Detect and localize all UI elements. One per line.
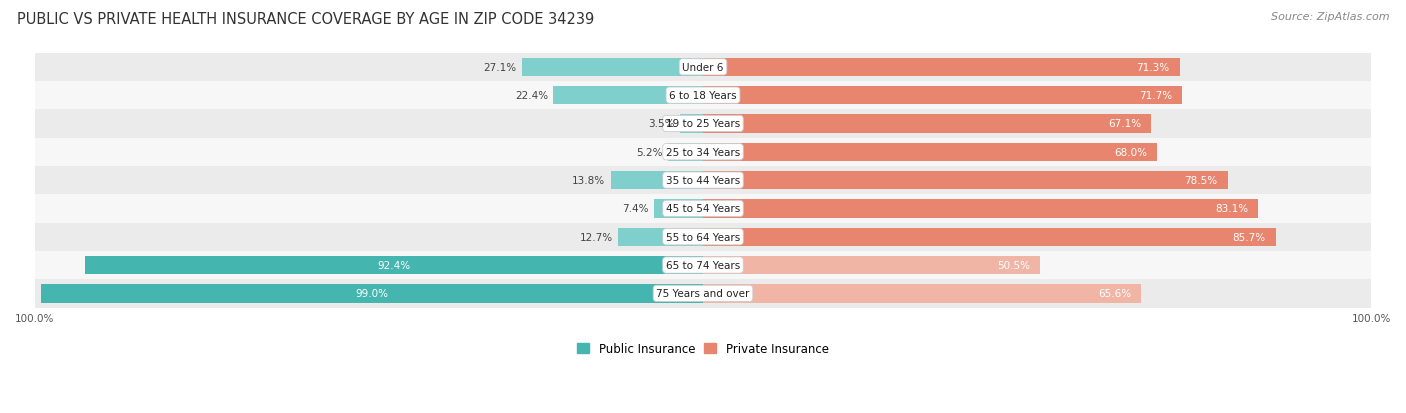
- Text: 35 to 44 Years: 35 to 44 Years: [666, 176, 740, 186]
- Bar: [703, 59, 1180, 77]
- Text: 78.5%: 78.5%: [1184, 176, 1218, 186]
- Bar: [554, 87, 703, 105]
- Text: 13.8%: 13.8%: [572, 176, 606, 186]
- Text: 27.1%: 27.1%: [484, 63, 516, 73]
- Bar: [35, 138, 1371, 166]
- Bar: [35, 195, 1371, 223]
- Text: 5.2%: 5.2%: [637, 147, 662, 157]
- Text: 83.1%: 83.1%: [1215, 204, 1249, 214]
- Text: 99.0%: 99.0%: [356, 289, 388, 299]
- Bar: [703, 228, 1275, 246]
- Bar: [679, 115, 703, 133]
- Bar: [703, 143, 1157, 161]
- Bar: [41, 285, 703, 303]
- Bar: [703, 285, 1142, 303]
- Text: 12.7%: 12.7%: [579, 232, 613, 242]
- Text: 6 to 18 Years: 6 to 18 Years: [669, 91, 737, 101]
- Text: 71.3%: 71.3%: [1136, 63, 1170, 73]
- Bar: [619, 228, 703, 246]
- Bar: [668, 143, 703, 161]
- Bar: [703, 171, 1227, 190]
- Bar: [522, 59, 703, 77]
- Text: 65 to 74 Years: 65 to 74 Years: [666, 261, 740, 271]
- Text: 71.7%: 71.7%: [1139, 91, 1173, 101]
- Text: 7.4%: 7.4%: [621, 204, 648, 214]
- Text: 3.5%: 3.5%: [648, 119, 675, 129]
- Text: 65.6%: 65.6%: [1098, 289, 1132, 299]
- Text: 67.1%: 67.1%: [1108, 119, 1142, 129]
- Bar: [35, 82, 1371, 110]
- Text: 75 Years and over: 75 Years and over: [657, 289, 749, 299]
- Bar: [35, 280, 1371, 308]
- Text: 45 to 54 Years: 45 to 54 Years: [666, 204, 740, 214]
- Bar: [703, 87, 1182, 105]
- Legend: Public Insurance, Private Insurance: Public Insurance, Private Insurance: [572, 337, 834, 360]
- Bar: [35, 110, 1371, 138]
- Text: 25 to 34 Years: 25 to 34 Years: [666, 147, 740, 157]
- Bar: [35, 54, 1371, 82]
- Bar: [35, 166, 1371, 195]
- Text: 68.0%: 68.0%: [1115, 147, 1147, 157]
- Bar: [703, 256, 1040, 275]
- Text: 22.4%: 22.4%: [515, 91, 548, 101]
- Bar: [703, 115, 1152, 133]
- Text: 85.7%: 85.7%: [1233, 232, 1265, 242]
- Text: PUBLIC VS PRIVATE HEALTH INSURANCE COVERAGE BY AGE IN ZIP CODE 34239: PUBLIC VS PRIVATE HEALTH INSURANCE COVER…: [17, 12, 595, 27]
- Bar: [703, 200, 1258, 218]
- Text: 19 to 25 Years: 19 to 25 Years: [666, 119, 740, 129]
- Text: 50.5%: 50.5%: [997, 261, 1031, 271]
- Text: Source: ZipAtlas.com: Source: ZipAtlas.com: [1271, 12, 1389, 22]
- Text: 55 to 64 Years: 55 to 64 Years: [666, 232, 740, 242]
- Bar: [654, 200, 703, 218]
- Bar: [610, 171, 703, 190]
- Bar: [35, 223, 1371, 251]
- Bar: [86, 256, 703, 275]
- Bar: [35, 251, 1371, 280]
- Text: 92.4%: 92.4%: [378, 261, 411, 271]
- Text: Under 6: Under 6: [682, 63, 724, 73]
